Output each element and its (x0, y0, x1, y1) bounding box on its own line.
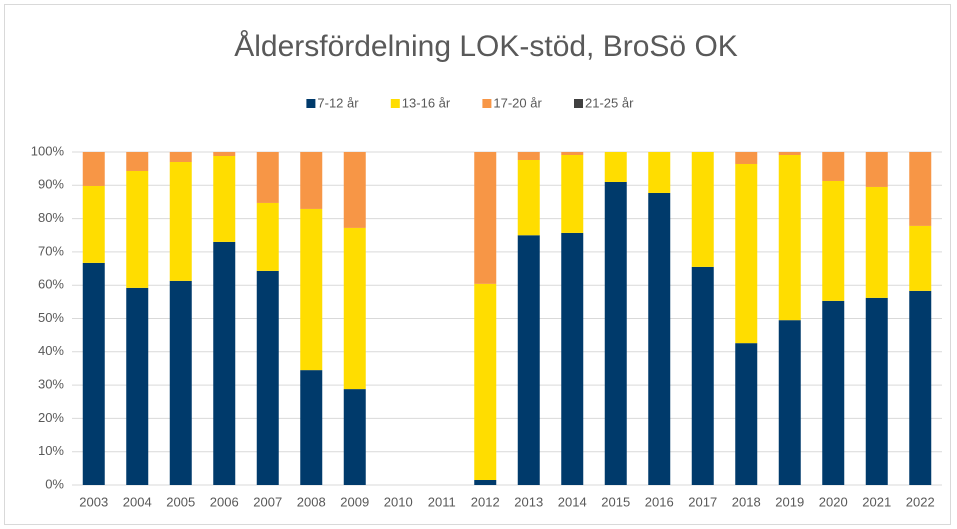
bar-segment (126, 287, 149, 485)
legend-label: 17-20 år (493, 95, 542, 110)
bar-segment (822, 152, 845, 181)
legend-swatch (482, 99, 492, 108)
bar-segment (213, 152, 236, 156)
bar-segment (82, 152, 105, 186)
bar-segment (822, 300, 845, 485)
x-tick-label: 2006 (210, 494, 239, 509)
x-tick-label: 2015 (601, 494, 630, 509)
x-tick-label: 2017 (688, 494, 717, 509)
bar-segment (909, 225, 932, 291)
bar-segment (865, 297, 888, 485)
x-tick-label: 2022 (906, 494, 935, 509)
y-tick-label: 70% (38, 243, 64, 258)
bar-segment (691, 152, 714, 267)
bar-segment (561, 152, 584, 155)
x-tick-label: 2003 (79, 494, 108, 509)
bar-segment (778, 152, 801, 155)
bar-segment (561, 154, 584, 233)
bar-segment (169, 152, 192, 162)
bar-segment (517, 152, 540, 160)
legend-swatch (390, 99, 400, 108)
y-tick-label: 90% (38, 177, 64, 192)
bar-segment (343, 152, 366, 228)
bar-segment (822, 180, 845, 301)
y-tick-label: 10% (38, 443, 64, 458)
y-tick-label: 50% (38, 310, 64, 325)
x-tick-label: 2020 (819, 494, 848, 509)
bar-segment (256, 202, 279, 271)
bar-segment (517, 159, 540, 236)
x-tick-label: 2019 (775, 494, 804, 509)
bar-segment (82, 185, 105, 263)
y-tick-label: 80% (38, 210, 64, 225)
bar-segment (561, 232, 584, 485)
x-tick-label: 2014 (558, 494, 587, 509)
bar-segment (474, 152, 497, 284)
x-tick-label: 2007 (253, 494, 282, 509)
bar-segment (735, 343, 758, 485)
y-tick-label: 60% (38, 277, 64, 292)
bar-segment (865, 152, 888, 187)
y-tick-label: 100% (31, 143, 65, 158)
x-tick-label: 2009 (340, 494, 369, 509)
bar-segment (213, 155, 236, 242)
x-tick-label: 2012 (471, 494, 500, 509)
bar-segment (648, 192, 671, 486)
bar-segment (865, 186, 888, 298)
bar-segment (474, 283, 497, 481)
legend-label: 21-25 år (585, 95, 634, 110)
legend-swatch (306, 99, 316, 108)
legend-label: 13-16 år (402, 95, 451, 110)
x-tick-label: 2021 (862, 494, 891, 509)
bar-segment (691, 266, 714, 485)
bar-segment (517, 235, 540, 485)
bar-segment (735, 152, 758, 164)
bar-segment (256, 270, 279, 485)
bar-segment (474, 480, 497, 485)
bar-segment (213, 241, 236, 485)
bar-segment (909, 152, 932, 226)
chart-title: Åldersfördelning LOK-stöd, BroSö OK (234, 30, 738, 63)
bar-segment (735, 163, 758, 344)
x-tick-label: 2011 (428, 494, 456, 509)
y-tick-label: 40% (38, 343, 64, 358)
x-tick-label: 2013 (514, 494, 543, 509)
bar-segment (604, 152, 627, 182)
bar-segment (648, 152, 671, 193)
legend-label: 7-12 år (317, 95, 359, 110)
bar-segment (126, 170, 149, 288)
bar-segment (909, 290, 932, 485)
bar-segment (778, 320, 801, 485)
bar-segment (126, 152, 149, 171)
bar-segment (169, 161, 192, 281)
x-tick-label: 2005 (166, 494, 195, 509)
y-tick-label: 0% (45, 476, 64, 491)
bar-segment (300, 208, 323, 371)
bar-segment (604, 181, 627, 485)
bar-segment (343, 227, 366, 390)
bar-segment (778, 154, 801, 321)
legend-swatch (574, 99, 583, 108)
x-tick-label: 2010 (384, 494, 413, 509)
y-tick-label: 30% (38, 377, 64, 392)
y-tick-label: 20% (38, 410, 64, 425)
x-tick-label: 2004 (123, 494, 152, 509)
bar-segment (169, 280, 192, 485)
bar-segment (300, 152, 323, 209)
bar-segment (256, 152, 279, 203)
bar-segment (343, 389, 366, 485)
x-tick-label: 2008 (297, 494, 326, 509)
bar-segment (82, 262, 105, 485)
x-tick-label: 2016 (645, 494, 674, 509)
x-tick-label: 2018 (732, 494, 761, 509)
bar-segment (300, 370, 323, 485)
